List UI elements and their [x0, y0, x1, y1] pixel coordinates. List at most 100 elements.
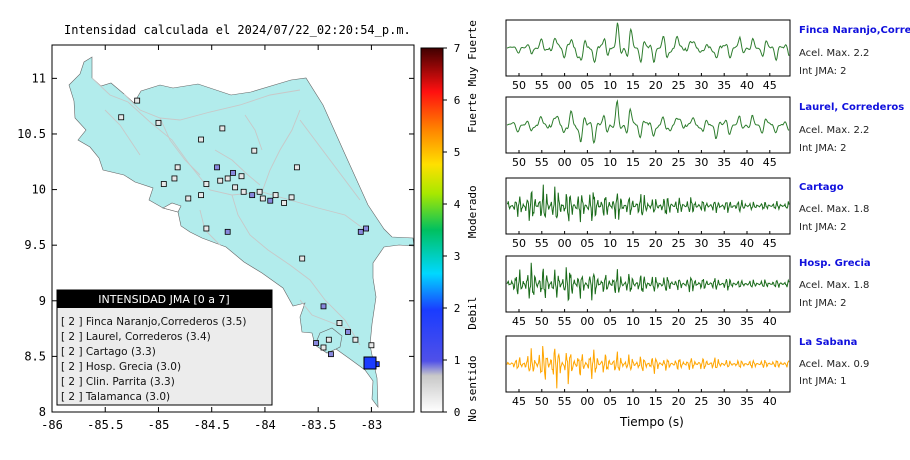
station-int-5: Int JMA: 1	[799, 376, 847, 387]
colorbar-tick-label: 7	[454, 42, 461, 55]
station-acel-3: Acel. Max. 1.8	[799, 204, 870, 215]
seismogram-tick-label: 05	[603, 395, 617, 408]
seismogram-tick-label: 20	[672, 395, 686, 408]
station-marker	[118, 114, 125, 121]
seismogram-tick-label: 30	[717, 315, 731, 328]
station-marker	[336, 320, 343, 326]
map-border	[51, 44, 415, 413]
colorbar-category-label: Muy Fuerte	[466, 20, 479, 86]
seismogram-tick-label: 50	[512, 156, 526, 169]
legend-item-2: [ 2 ] Laurel, Correderos (3.4)	[61, 331, 211, 343]
colorbar-category-label: Moderado	[466, 185, 479, 238]
station-marker	[232, 184, 239, 191]
station-marker	[313, 340, 319, 346]
map-x-axis: -86 -85.5 -85 -84.5 -84 -83.5 -83	[41, 45, 382, 432]
seismogram-tick-label: 55	[535, 79, 549, 92]
station-marker	[363, 225, 369, 232]
seismogram-tick-label: 50	[512, 237, 526, 250]
station-marker	[240, 188, 247, 195]
station-marker	[224, 228, 231, 235]
station-marker	[281, 200, 288, 206]
seismogram-tick-label: 40	[740, 237, 754, 250]
coastline-gulf	[162, 202, 182, 213]
colorbar-tick-label: 2	[454, 302, 461, 315]
seismogram-tick-label: 30	[694, 79, 708, 92]
seismogram-tick-label: 20	[649, 156, 663, 169]
legend-item-5: [ 2 ] Clin. Parrita (3.3)	[61, 376, 175, 388]
seismogram-tick-label: 25	[672, 156, 686, 169]
seismogram-tick-label: 05	[580, 156, 594, 169]
seismogram-tick-label: 35	[740, 395, 754, 408]
seismogram-trace	[507, 184, 790, 223]
colorbar-labels: No sentido Debil Moderado Fuerte Muy Fuerte	[466, 20, 479, 422]
intensity-colorbar	[420, 47, 444, 413]
station-marker	[224, 175, 231, 182]
seismogram-trace	[506, 99, 790, 144]
seismogram-tick-label: 00	[580, 315, 594, 328]
legend-item-6: [ 2 ] Talamanca (3.0)	[61, 391, 170, 403]
legend-header	[57, 290, 272, 308]
legend-item-1: [ 2 ] Finca Naranjo,Correderos (3.5)	[61, 316, 246, 328]
seismogram-tick-label: 10	[626, 395, 640, 408]
station-marker	[259, 195, 266, 202]
seismogram-tick-label: 00	[558, 79, 572, 92]
seismogram-tick-label: 55	[558, 315, 572, 328]
map-y-tick-label: 8	[39, 405, 46, 419]
seismogram-tick-label: 20	[649, 79, 663, 92]
station-marker	[214, 164, 220, 171]
legend-panel	[56, 289, 273, 406]
seismogram-tick-label: 15	[649, 395, 663, 408]
seismogram-tick-label: 05	[580, 237, 594, 250]
station-marker	[345, 329, 351, 335]
station-marker	[198, 136, 204, 143]
seismogram-tick-label: 00	[558, 237, 572, 250]
station-name-2: Laurel, Correderos	[799, 102, 905, 113]
station-marker	[185, 195, 192, 202]
station-marker	[288, 194, 295, 201]
seismogram-trace	[506, 345, 790, 389]
large-intensity-marker	[363, 356, 377, 370]
colorbar-tick-label: 5	[454, 146, 461, 159]
station-marker	[198, 192, 204, 199]
seismogram-tick-label: 20	[672, 315, 686, 328]
map-y-tick-label: 11	[32, 71, 46, 85]
colorbar-tick-label: 3	[454, 250, 461, 263]
map-x-tick-label: -83.5	[300, 418, 336, 432]
station-marker	[219, 125, 226, 132]
station-name-5: La Sabana	[799, 337, 858, 348]
station-marker	[230, 169, 236, 176]
colorbar-tick-label: 4	[454, 198, 461, 211]
station-marker	[299, 255, 306, 262]
colorbar-tick-label: 1	[454, 354, 461, 367]
station-acel-5: Acel. Max. 0.9	[799, 359, 870, 370]
map-y-tick-label: 10	[32, 183, 46, 197]
legend-title: INTENSIDAD JMA [0 a 7]	[98, 293, 229, 306]
colorbar-tick-label: 6	[454, 94, 461, 107]
seismogram-tick-label: 55	[535, 156, 549, 169]
legend-item-4: [ 2 ] Hosp. Grecia (3.0)	[61, 361, 181, 373]
seismogram-tick-label: 10	[603, 237, 617, 250]
seismogram-tick-label: 10	[603, 79, 617, 92]
seismogram-tick-label: 25	[672, 79, 686, 92]
seismogram-tick-label: 25	[694, 395, 708, 408]
colorbar-category-label: Fuerte	[466, 93, 479, 133]
seismogram-tick-label: 40	[740, 79, 754, 92]
seismogram-tick-label: 45	[763, 79, 777, 92]
colorbar-category-label: Debil	[466, 297, 479, 330]
time-axis-label: Tiempo (s)	[620, 415, 684, 429]
seismogram-tick-label: 55	[535, 237, 549, 250]
seismogram-tick-label: 25	[694, 315, 708, 328]
seismogram-tick-label: 50	[535, 395, 549, 408]
seismogram-tick-label: 30	[717, 395, 731, 408]
station-marker	[368, 342, 375, 349]
map-y-tick-label: 9	[39, 294, 46, 308]
seismogram-tick-label: 10	[603, 156, 617, 169]
map-y-axis: 11 10.5 10 9.5 9 8.5 8	[17, 71, 414, 419]
map-x-tick-label: -84	[254, 418, 276, 432]
seismogram-tick-label: 25	[672, 237, 686, 250]
seismogram-tick-label: 05	[603, 315, 617, 328]
seismogram-tick-label: 15	[626, 156, 640, 169]
map-x-tick-label: -85	[148, 418, 170, 432]
station-marker	[251, 147, 258, 154]
